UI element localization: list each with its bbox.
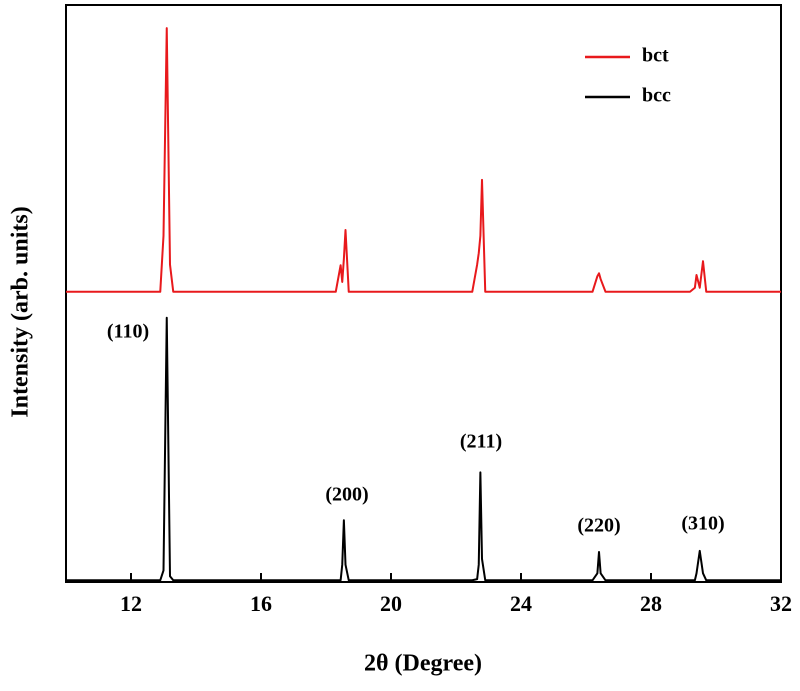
x-tick-label: 32: [770, 591, 792, 616]
legend-label: bcc: [642, 85, 671, 107]
x-tick-label: 28: [640, 591, 662, 616]
series-line: [66, 316, 781, 582]
x-tick-label: 20: [380, 591, 402, 616]
peak-label: (110): [107, 321, 149, 343]
x-tick-label: 12: [120, 591, 142, 616]
y-axis-label: Intensity (arb. units): [8, 206, 34, 417]
legend-label: bct: [642, 45, 669, 67]
peak-label: (220): [577, 515, 620, 537]
x-tick-label: 24: [510, 591, 532, 616]
peak-label: (211): [460, 431, 502, 453]
peak-label: (200): [325, 484, 368, 506]
x-tick-label: 16: [250, 591, 272, 616]
x-axis-label: 2θ (Degree): [364, 651, 482, 677]
peak-label: (310): [681, 513, 724, 535]
plot-frame: [65, 4, 782, 583]
series-line: [66, 27, 781, 293]
